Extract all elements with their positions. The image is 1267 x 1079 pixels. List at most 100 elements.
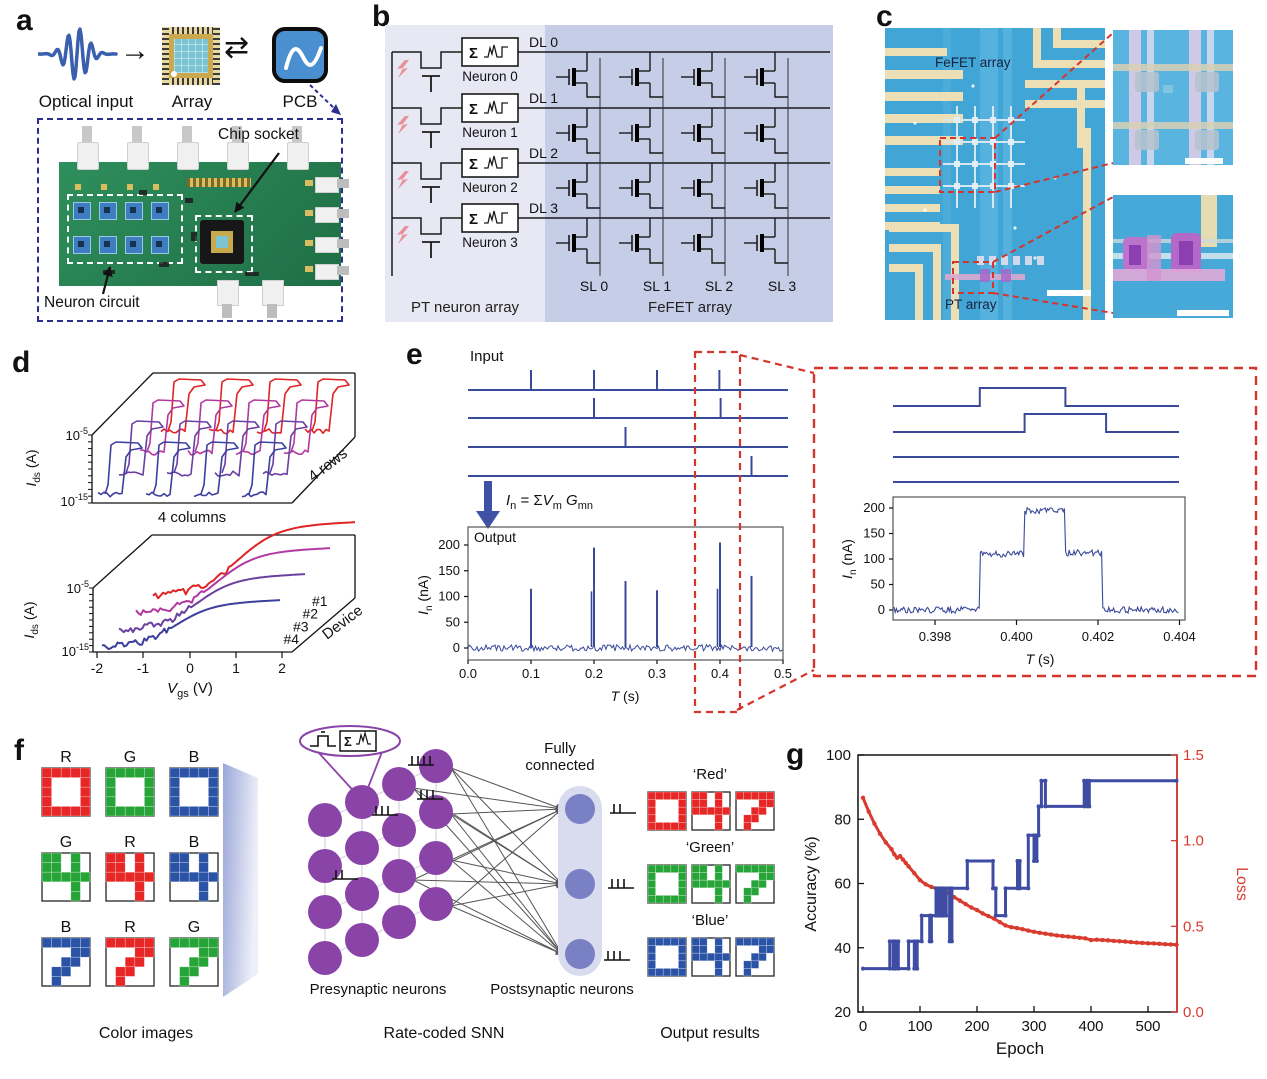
svg-text:Input: Input [470, 348, 504, 365]
svg-text:4 columns: 4 columns [158, 509, 226, 526]
svg-text:200: 200 [438, 537, 460, 552]
flow-label-pcb: PCB [282, 92, 318, 111]
pcb-photo-part [305, 266, 313, 272]
svg-text:#1: #1 [312, 593, 328, 609]
svg-text:60: 60 [834, 876, 851, 893]
svg-text:50: 50 [446, 614, 460, 629]
pcb-photo-frame [37, 118, 349, 322]
svg-text:R: R [124, 919, 136, 936]
micrograph-overlay: FeFET array PT array [935, 32, 1229, 316]
svg-text:Ids (A): Ids (A) [23, 449, 43, 486]
caption-rate-coded-snn: Rate-coded SNN [383, 1025, 505, 1042]
pcb-photo-part [287, 142, 309, 170]
pcb-photo-part [337, 239, 349, 248]
pcb-photo-part [222, 304, 232, 318]
svg-text:300: 300 [1021, 1018, 1046, 1035]
svg-text:G: G [60, 834, 72, 851]
chip-pins-bottom [162, 78, 220, 85]
pcb-photo-part [305, 180, 313, 186]
svg-text:PT neuron array: PT neuron array [411, 299, 520, 316]
chip-corner-dot [171, 71, 177, 77]
svg-text:#3: #3 [293, 618, 309, 634]
svg-text:100: 100 [907, 1018, 932, 1035]
pcb-photo-part [227, 142, 249, 170]
chip-die [174, 39, 208, 73]
output-label-green: ‘Green’ [685, 839, 735, 856]
pcb-photo-part [337, 266, 349, 275]
svg-text:-1: -1 [137, 660, 150, 676]
pcb-photo-part [216, 236, 228, 248]
pcb-photo-part [267, 304, 277, 318]
svg-text:0: 0 [859, 1018, 867, 1035]
panel-letter-e: e [406, 338, 423, 371]
svg-text:Neuron 2: Neuron 2 [462, 180, 518, 195]
panel-letter-b: b [372, 0, 391, 33]
pcb-to-photo-connector [309, 84, 341, 115]
pcb-photo-part [185, 198, 193, 203]
svg-text:FeFET array: FeFET array [648, 299, 732, 316]
svg-text:B: B [189, 834, 200, 851]
pcb-photo-part [156, 207, 162, 213]
pcb-photo-part [232, 126, 242, 144]
svg-text:0.4: 0.4 [711, 666, 729, 681]
pcb-photo-part [337, 209, 349, 218]
caption-color-images: Color images [98, 1025, 194, 1042]
svg-text:20: 20 [834, 1004, 851, 1021]
svg-text:Output: Output [474, 529, 516, 545]
svg-text:10-15: 10-15 [62, 642, 89, 659]
svg-text:1: 1 [232, 660, 240, 676]
flow-label-array: Array [171, 92, 213, 111]
svg-text:SL 0: SL 0 [580, 278, 608, 294]
svg-text:R: R [124, 834, 136, 851]
svg-text:0.400: 0.400 [1000, 629, 1033, 644]
chip-pins-right [213, 27, 220, 85]
svg-text:80: 80 [834, 811, 851, 828]
pcb-photo-part [139, 190, 147, 195]
pcb-photo-part [156, 241, 162, 247]
chip-socket-label: Chip socket [218, 126, 299, 143]
pcb-photo-part [101, 184, 107, 190]
svg-text:0.3: 0.3 [648, 666, 666, 681]
pcb-photo-part [191, 232, 197, 241]
svg-text:Neuron 0: Neuron 0 [462, 69, 518, 84]
right-arrow-icon: → [120, 34, 150, 67]
svg-text:SL 3: SL 3 [768, 278, 796, 294]
svg-text:DL 2: DL 2 [529, 145, 558, 161]
svg-text:Epoch: Epoch [996, 1039, 1044, 1058]
pcb-photo-part [78, 241, 84, 247]
svg-text:B: B [189, 749, 200, 766]
pcb-photo-part [82, 126, 92, 144]
pcb-photo-part [182, 126, 192, 144]
svg-text:100: 100 [863, 551, 885, 566]
pcb-photo-part [177, 142, 199, 170]
svg-text:Neuron 3: Neuron 3 [462, 235, 518, 250]
pt-fefet-circuit-diagram: Σ Neuron 0 DL 0 Σ Neuron 1 DL 1 Σ Neuron 2 DL 2 Σ… [385, 25, 833, 322]
svg-text:Neuron 1: Neuron 1 [462, 125, 518, 140]
pcb-photo-part [195, 215, 253, 273]
svg-text:In = ΣVm Gmn: In = ΣVm Gmn [506, 492, 593, 512]
svg-text:SL 2: SL 2 [705, 278, 733, 294]
svg-text:400: 400 [1078, 1018, 1103, 1035]
svg-text:Ids (A): Ids (A) [21, 601, 41, 638]
svg-text:#2: #2 [303, 606, 319, 622]
svg-text:2: 2 [278, 660, 286, 676]
svg-text:0.404: 0.404 [1163, 629, 1196, 644]
chip-pins-left [162, 27, 169, 85]
svg-text:Accuracy (%): Accuracy (%) [803, 836, 820, 931]
pcb-photo-part [337, 179, 349, 188]
svg-text:Σ: Σ [469, 101, 478, 118]
svg-text:10-5: 10-5 [66, 426, 88, 443]
svg-text:100: 100 [438, 589, 460, 604]
svg-text:10-15: 10-15 [61, 492, 88, 509]
svg-text:40: 40 [834, 940, 851, 957]
pcb-photo-part [77, 142, 99, 170]
panel-letter-f: f [14, 734, 24, 767]
svg-text:50: 50 [871, 577, 885, 592]
pcb-icon [272, 27, 328, 83]
svg-text:SL 1: SL 1 [643, 278, 671, 294]
svg-text:T (s): T (s) [1026, 651, 1055, 667]
pcb-photo-part [127, 184, 133, 190]
svg-text:Σ: Σ [469, 156, 478, 173]
pcb-photo-part [130, 241, 136, 247]
